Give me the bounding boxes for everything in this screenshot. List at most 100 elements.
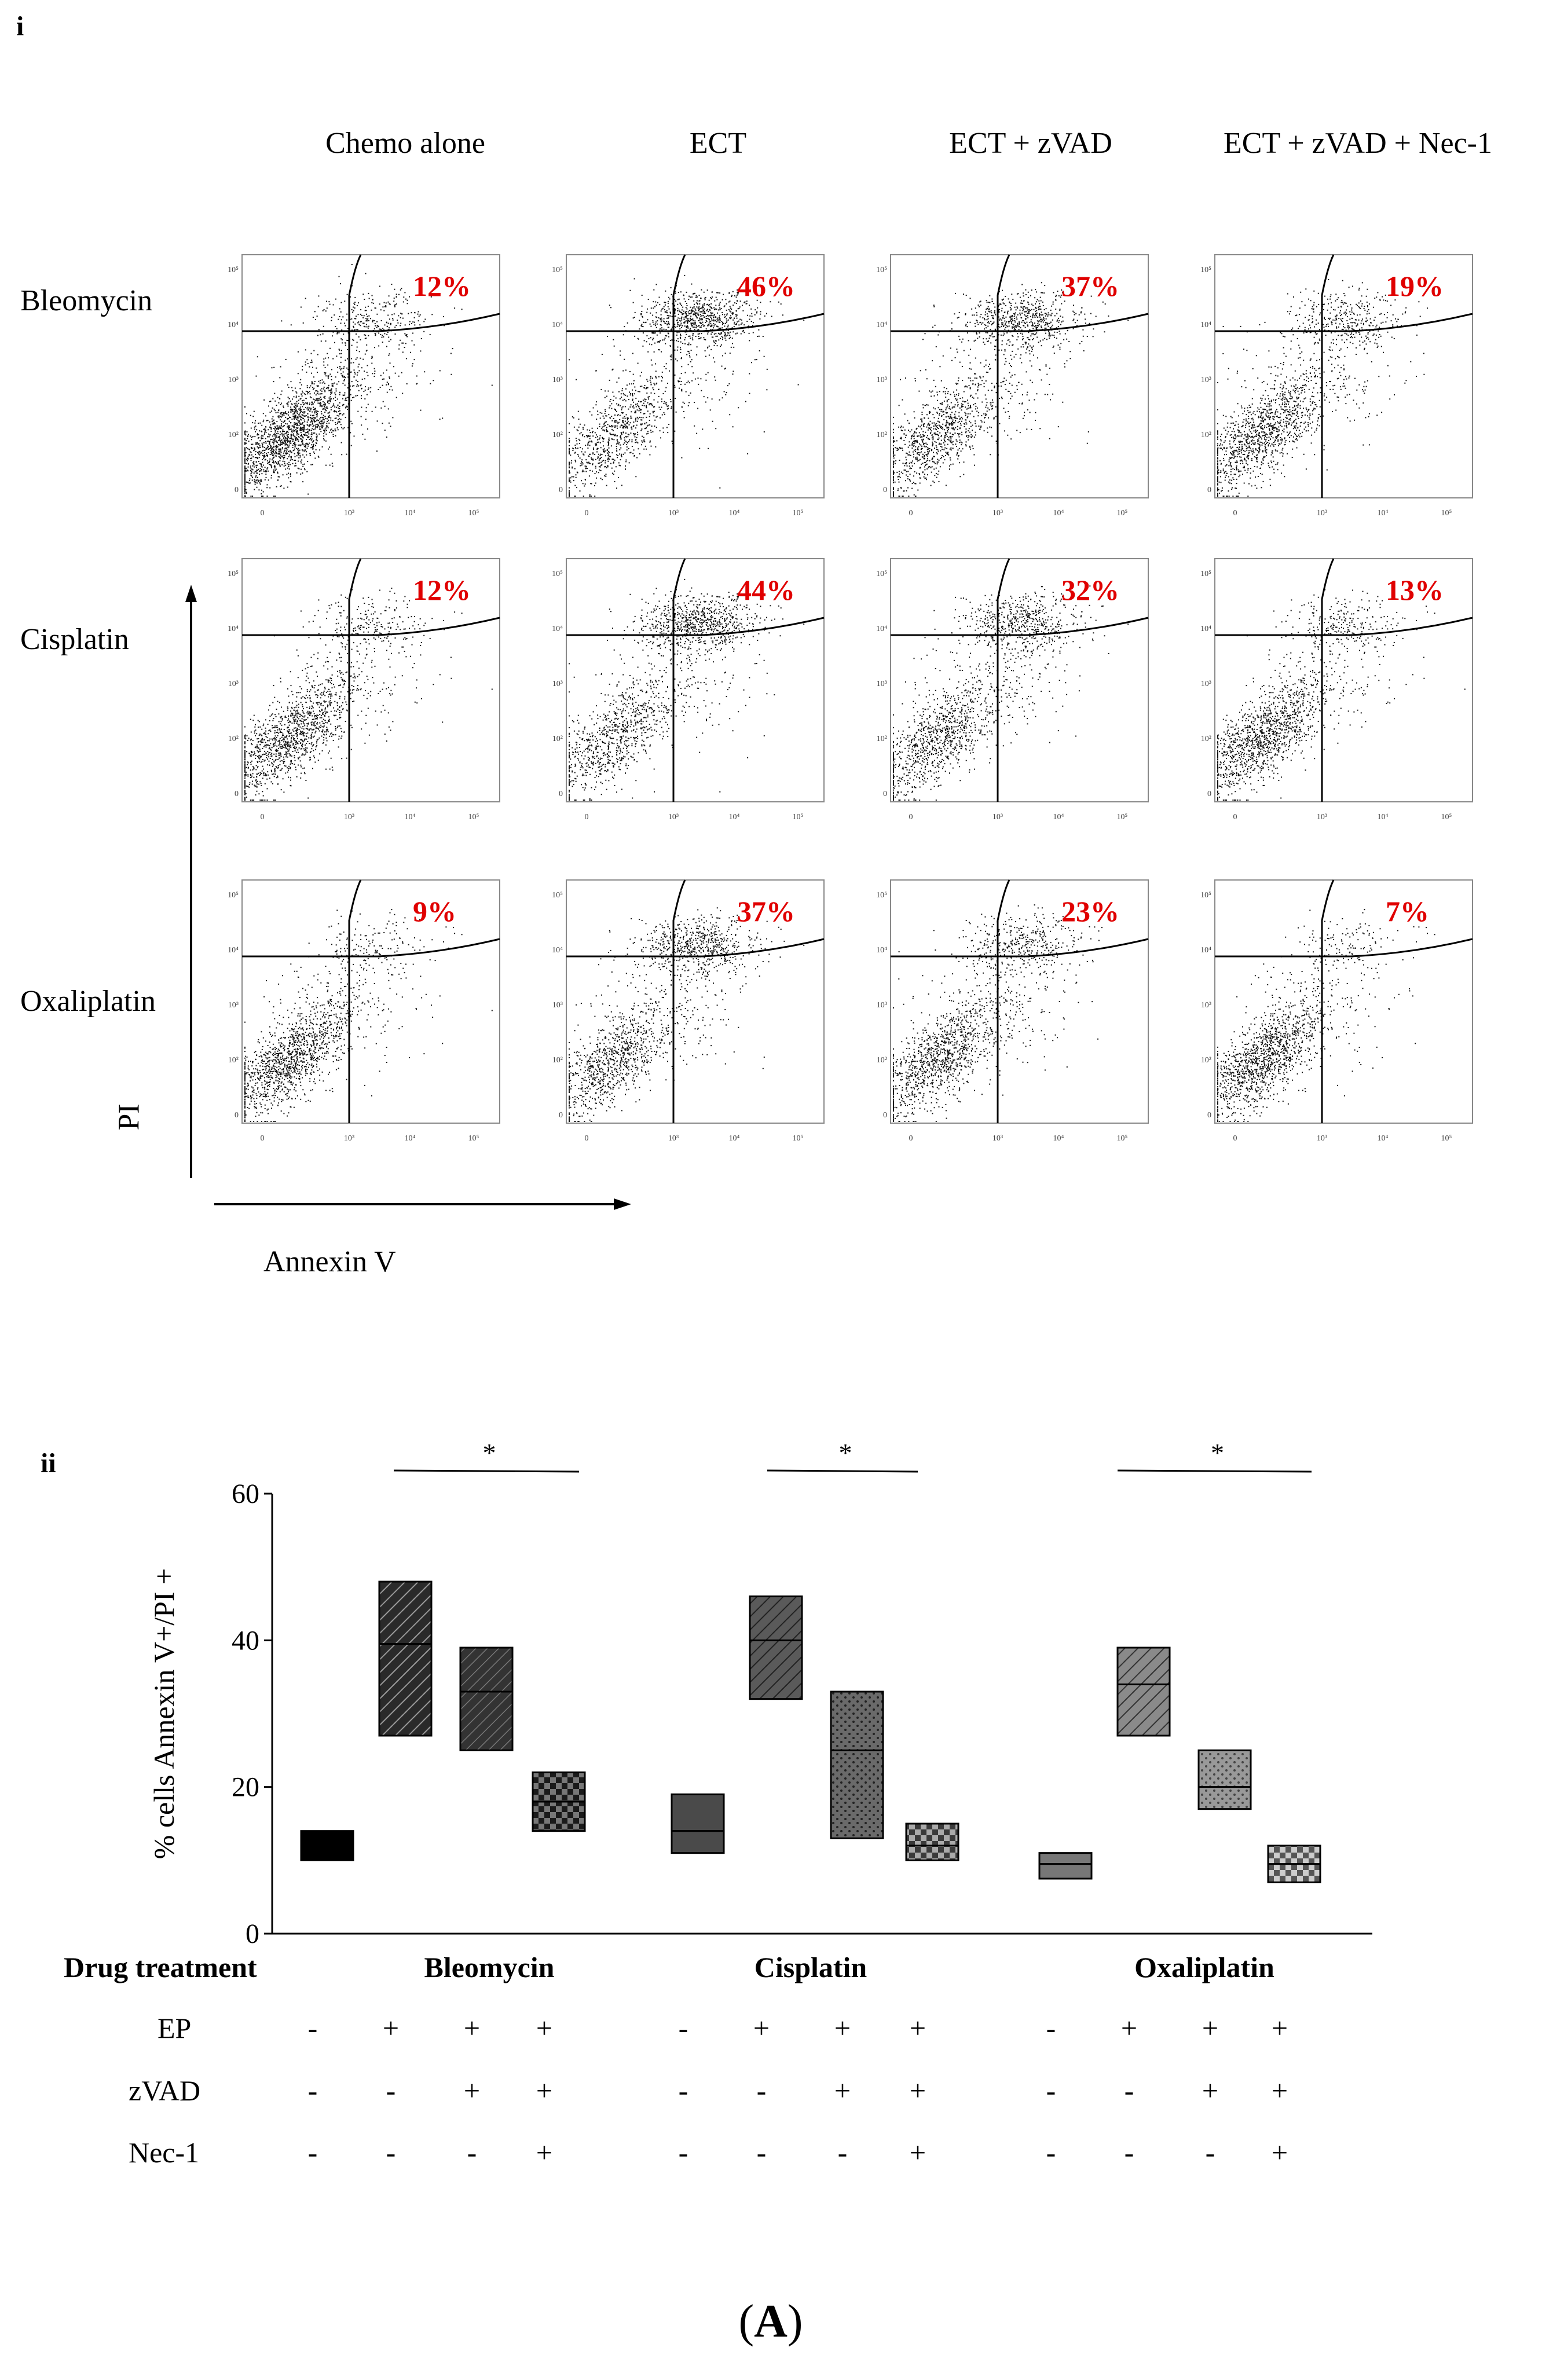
x-tick-label: 0 [585,813,589,822]
x-tick-label: 10³ [344,813,354,822]
condition-sign: - [1125,2136,1134,2169]
y-tick-label: 10³ [228,376,239,384]
flow-scatter: 10⁵ 10⁴ 10³ 10² 0 0 10³ 10⁴ 10⁵ [228,558,500,822]
y-tick-label: 10² [552,735,563,743]
condition-sign: - [757,2136,767,2169]
x-tick-label: 10⁵ [793,813,804,822]
condition-sign: - [679,2012,688,2044]
box-chart-labels: * * * Drug treatment Bleomycin Cisplatin Oxali… [64,1438,1312,2169]
x-tick-label: 10⁴ [729,1134,740,1143]
x-tick-label: 10⁴ [405,509,416,518]
gate-vertical [1321,254,1335,498]
y-tick-label: 10² [228,431,239,439]
y-tick-label: 10⁴ [552,625,563,633]
condition-sign: + [536,2012,552,2044]
y-tick-label: 10⁵ [228,570,239,578]
y-tick-label: 0 [246,1919,259,1949]
significance-line [1117,1469,1312,1473]
plot-frame [1214,879,1473,1124]
x-tick-label: 10³ [668,1134,679,1143]
gate-horizontal [1215,313,1473,332]
x-tick-label: 0 [261,509,265,518]
y-tick-label: 0 [559,486,563,494]
annexin-axis-label: Annexin V [263,1245,396,1278]
x-tick-label: 10⁴ [1053,509,1064,518]
condition-sign: - [386,2074,396,2107]
x-tick-label: 10⁵ [793,1134,804,1143]
y-tick-label: 0 [235,1111,239,1120]
x-tick-label: 0 [585,509,589,518]
floating-bar [1197,1749,1252,1810]
y-tick-label: 10⁴ [876,946,887,955]
condition-sign: + [910,2136,926,2169]
percentage-label: 13% [1386,574,1444,606]
condition-sign: + [910,2012,926,2044]
percentage-label: 44% [737,574,795,606]
x-tick-label: 10³ [344,509,354,518]
figure-label: (A) [738,2296,803,2347]
flow-scatter: 10⁵ 10⁴ 10³ 10² 0 0 10³ 10⁴ 10⁵ [1200,254,1473,518]
flow-plot: 10⁵ 10⁴ 10³ 10² 0 0 10³ 10⁴ 10⁵ 23% [867,874,1160,1152]
row-header: Bleomycin [20,284,153,317]
y-tick-label: 10³ [1201,376,1211,384]
y-tick-label: 10⁴ [1200,946,1211,955]
x-tick-label: 10⁵ [1117,1134,1128,1143]
x-tick-label: 10⁵ [1117,509,1128,518]
flow-scatter: 10⁵ 10⁴ 10³ 10² 0 0 10³ 10⁴ 10⁵ [876,254,1149,518]
significance-star: * [1211,1438,1224,1468]
y-tick-label: 10³ [552,1001,563,1010]
y-tick-label: 10² [877,735,887,743]
panel-ii-label: ii [41,1448,56,1479]
percentage-label: 7% [1386,895,1429,927]
y-tick-label: 40 [232,1625,259,1656]
y-tick-label: 10³ [877,680,887,688]
condition-sign: + [1272,2074,1288,2107]
gate-vertical [997,879,1010,1123]
x-tick-label: 10³ [992,813,1003,822]
condition-sign: - [467,2136,477,2169]
x-tick-label: 10⁵ [468,509,479,518]
flow-scatter: 10⁵ 10⁴ 10³ 10² 0 0 10³ 10⁴ 10⁵ [552,254,825,518]
percentage-label: 9% [413,895,456,927]
condition-sign: + [753,2012,770,2044]
x-tick-label: 10⁴ [405,1134,416,1143]
significance-line [767,1469,918,1473]
percentage-label: 12% [413,574,471,606]
y-tick-label: 0 [235,486,239,494]
condition-sign: - [386,2136,396,2169]
x-tick-label: 10⁵ [793,509,804,518]
percentage-label: 37% [737,895,795,927]
scatter-dots [1217,588,1466,801]
flow-scatter: 10⁵ 10⁴ 10³ 10² 0 0 10³ 10⁴ 10⁵ [876,879,1149,1143]
box-chart-bars [300,1580,1321,1883]
x-tick-label: 0 [261,1134,265,1143]
y-tick-label: 10² [552,431,563,439]
flow-scatter: 10⁵ 10⁴ 10³ 10² 0 0 10³ 10⁴ 10⁵ [876,558,1149,822]
y-axis-title: % cells Annexin V+/PI + [148,1568,180,1860]
y-tick-label: 0 [559,790,563,798]
y-tick-label: 10³ [1201,1001,1211,1010]
condition-sign: + [464,2012,480,2044]
box-chart-axes: 0 20 40 60 % cells Annexin V+/PI + [148,1479,1372,1949]
gate-horizontal [1215,938,1473,958]
x-tick-label: 10³ [1317,509,1327,518]
x-tick-label: 10⁵ [468,1134,479,1143]
percentage-label: 12% [413,270,471,302]
percentage-label: 23% [1061,895,1119,927]
y-tick-label: 10³ [228,1001,239,1010]
condition-sign: - [679,2136,688,2169]
condition-sign: - [679,2074,688,2107]
flow-plot: 10⁵ 10⁴ 10³ 10² 0 0 10³ 10⁴ 10⁵ 7% [1192,874,1484,1152]
gate-vertical [1321,879,1335,1123]
x-tick-label: 10⁴ [729,813,740,822]
y-tick-label: 10⁴ [552,946,563,955]
gate-vertical [997,558,1010,802]
scatter-dots [1217,257,1429,497]
floating-bar [300,1830,354,1861]
gate-vertical [348,879,362,1123]
condition-sign: - [838,2136,848,2169]
condition-sign: + [834,2074,851,2107]
condition-sign: - [1125,2074,1134,2107]
condition-sign: - [1046,2012,1056,2044]
significance-line [393,1469,580,1473]
